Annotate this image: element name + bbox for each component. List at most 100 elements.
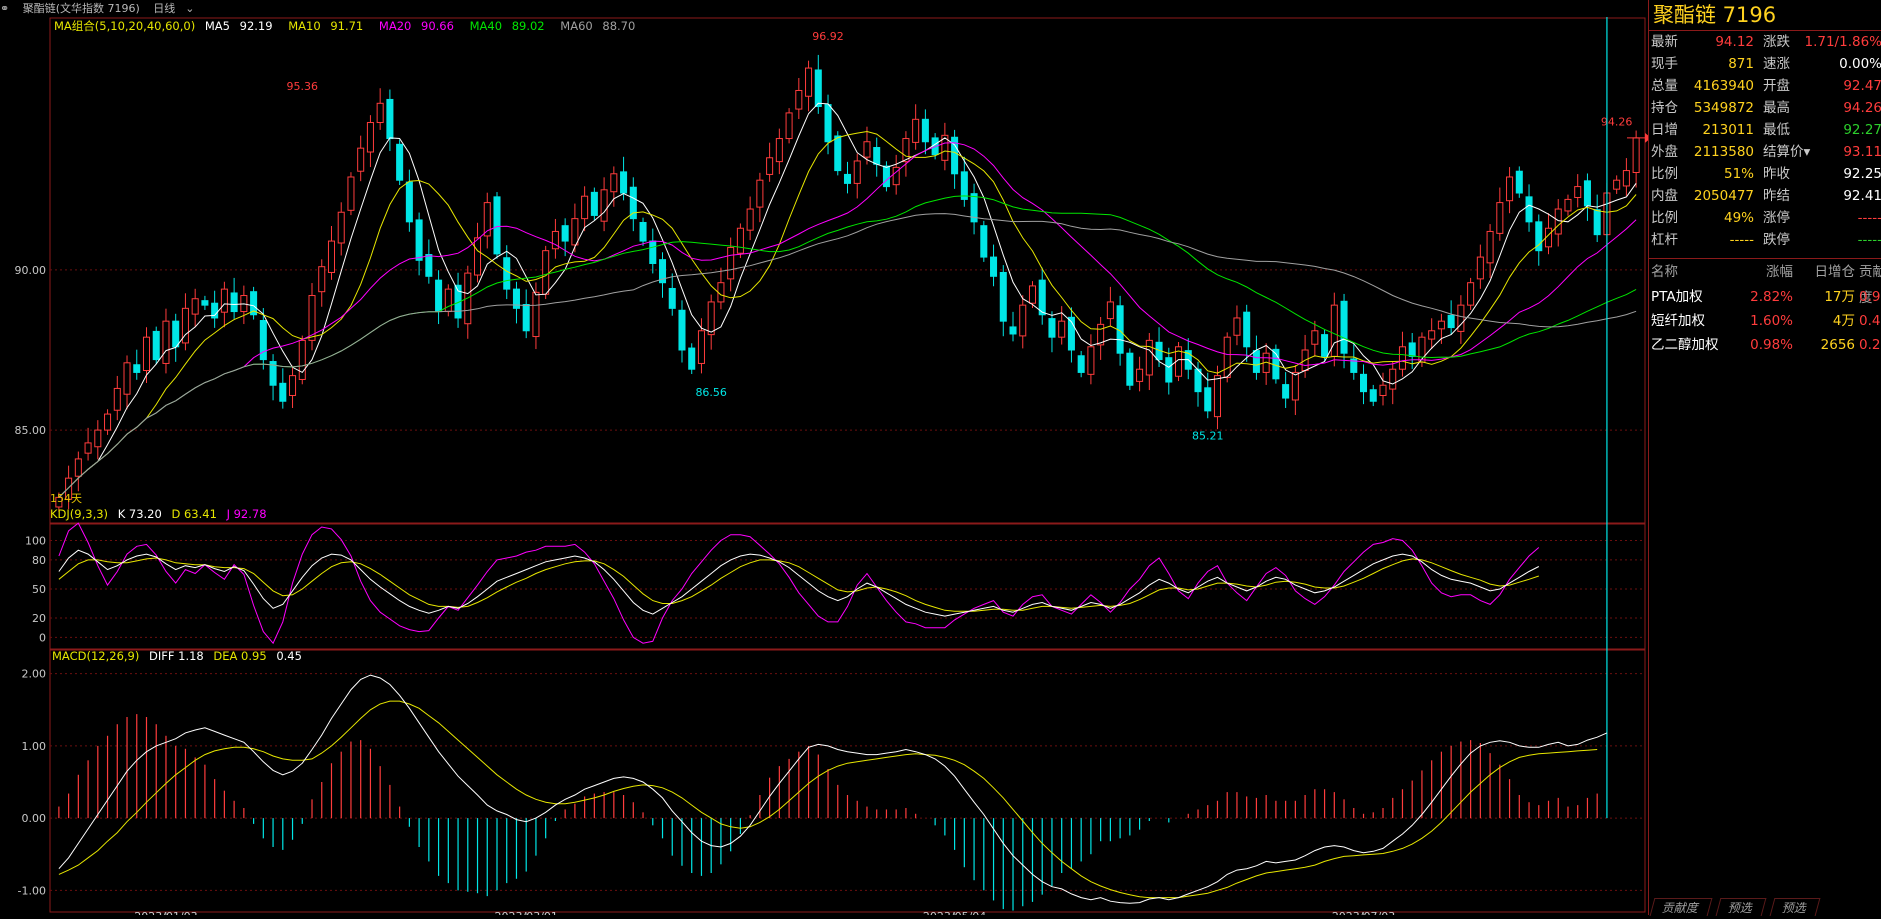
- candle[interactable]: [611, 174, 617, 192]
- candle[interactable]: [1507, 177, 1513, 201]
- candle[interactable]: [426, 255, 432, 277]
- candle[interactable]: [377, 103, 383, 122]
- tab-preselect-2[interactable]: 预选: [1769, 898, 1820, 916]
- candle[interactable]: [416, 220, 422, 260]
- candle[interactable]: [124, 363, 130, 394]
- candle[interactable]: [1322, 335, 1328, 357]
- candle[interactable]: [874, 148, 880, 165]
- candle[interactable]: [280, 383, 286, 401]
- candle[interactable]: [825, 105, 831, 142]
- candle[interactable]: [1555, 209, 1561, 234]
- candle[interactable]: [991, 257, 997, 276]
- candle[interactable]: [854, 161, 860, 183]
- candle[interactable]: [1370, 390, 1376, 402]
- macd-legend-label[interactable]: MACD(12,26,9): [52, 649, 139, 663]
- candle[interactable]: [1380, 385, 1386, 395]
- candle[interactable]: [698, 331, 704, 364]
- candle[interactable]: [1390, 369, 1396, 389]
- candle[interactable]: [650, 241, 656, 263]
- candle[interactable]: [1166, 358, 1172, 382]
- candle[interactable]: [523, 304, 529, 330]
- candle[interactable]: [134, 365, 140, 373]
- candle[interactable]: [737, 228, 743, 253]
- candle[interactable]: [153, 331, 159, 359]
- candle[interactable]: [319, 267, 325, 292]
- candle[interactable]: [1283, 385, 1289, 398]
- candle[interactable]: [163, 321, 169, 363]
- candle[interactable]: [1205, 388, 1211, 411]
- candle[interactable]: [1448, 315, 1454, 327]
- candle[interactable]: [543, 251, 549, 295]
- candle[interactable]: [1088, 347, 1094, 375]
- candle[interactable]: [1361, 374, 1367, 391]
- candle[interactable]: [1477, 257, 1483, 279]
- candle[interactable]: [1409, 343, 1415, 356]
- candle[interactable]: [475, 238, 481, 275]
- candle[interactable]: [1292, 372, 1298, 400]
- candle[interactable]: [290, 376, 296, 396]
- candle[interactable]: [708, 302, 714, 335]
- candle[interactable]: [406, 182, 412, 222]
- candle[interactable]: [1487, 231, 1493, 262]
- candle[interactable]: [1331, 305, 1337, 356]
- candle[interactable]: [981, 226, 987, 257]
- candle[interactable]: [1565, 199, 1571, 211]
- candle[interactable]: [1584, 181, 1590, 206]
- candle[interactable]: [1244, 312, 1250, 347]
- candle[interactable]: [1049, 319, 1055, 338]
- candle[interactable]: [299, 340, 305, 379]
- candle[interactable]: [903, 139, 909, 162]
- candle[interactable]: [582, 196, 588, 218]
- ma-legend-label[interactable]: MA组合(5,10,20,40,60,0): [54, 19, 195, 33]
- candle[interactable]: [387, 99, 393, 138]
- candle[interactable]: [436, 280, 442, 311]
- candle[interactable]: [260, 321, 266, 360]
- candle[interactable]: [143, 337, 149, 370]
- candle[interactable]: [640, 222, 646, 241]
- candle[interactable]: [1000, 272, 1006, 321]
- candle[interactable]: [1078, 356, 1084, 373]
- candle[interactable]: [1623, 171, 1629, 186]
- candle[interactable]: [231, 293, 237, 312]
- candle[interactable]: [221, 289, 227, 312]
- candle[interactable]: [669, 288, 675, 308]
- candle[interactable]: [367, 123, 373, 152]
- link-icon[interactable]: ⚭: [0, 2, 9, 15]
- candle[interactable]: [815, 70, 821, 107]
- candle[interactable]: [757, 180, 763, 207]
- candle[interactable]: [1458, 305, 1464, 331]
- candle[interactable]: [786, 113, 792, 139]
- candle[interactable]: [75, 459, 81, 476]
- candle[interactable]: [689, 348, 695, 369]
- period-select[interactable]: 日线⌄: [153, 2, 204, 15]
- candle[interactable]: [796, 90, 802, 109]
- candle[interactable]: [358, 148, 364, 171]
- candle[interactable]: [105, 414, 111, 430]
- candle[interactable]: [1137, 369, 1143, 381]
- candle[interactable]: [1516, 171, 1522, 193]
- candle[interactable]: [85, 443, 91, 453]
- candle[interactable]: [1107, 302, 1113, 319]
- candle[interactable]: [328, 241, 334, 272]
- candle[interactable]: [1429, 331, 1435, 339]
- candle[interactable]: [1010, 327, 1016, 334]
- candle[interactable]: [776, 139, 782, 162]
- candle[interactable]: [338, 212, 344, 243]
- candle[interactable]: [883, 166, 889, 187]
- candle[interactable]: [533, 292, 539, 336]
- candle[interactable]: [621, 172, 627, 193]
- candle[interactable]: [922, 119, 928, 141]
- tab-contribution[interactable]: 贡献度: [1650, 898, 1713, 916]
- candle[interactable]: [95, 430, 101, 447]
- candle[interactable]: [1059, 321, 1065, 337]
- candle[interactable]: [961, 172, 967, 200]
- candle[interactable]: [494, 197, 500, 254]
- candle[interactable]: [591, 192, 597, 215]
- candle[interactable]: [192, 299, 198, 314]
- candle[interactable]: [202, 301, 208, 305]
- candle[interactable]: [1468, 283, 1474, 305]
- kdj-legend-label[interactable]: KDJ(9,3,3): [50, 507, 108, 521]
